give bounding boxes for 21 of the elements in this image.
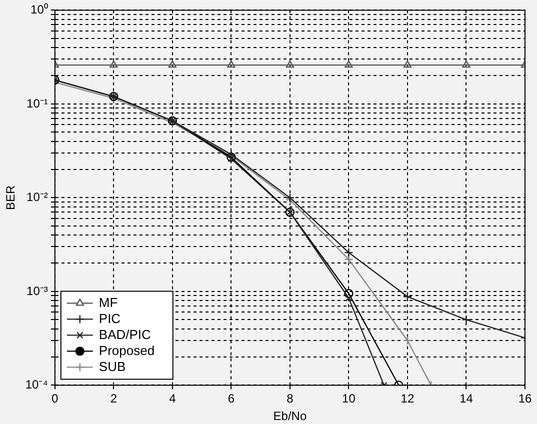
legend-label: PIC xyxy=(98,310,121,326)
x-tick-label: 6 xyxy=(228,392,235,406)
y-tick-label: 10⁻⁴ xyxy=(25,378,48,392)
x-tick-label: 10 xyxy=(342,392,356,406)
legend-label: BAD/PIC xyxy=(98,326,151,342)
x-tick-label: 8 xyxy=(286,392,294,406)
x-tick-label: 0 xyxy=(52,392,59,406)
y-tick-label: 10⁰ xyxy=(30,2,48,17)
y-axis-title: BER xyxy=(4,185,18,210)
x-tick-label: 2 xyxy=(110,392,118,406)
legend-label: Proposed xyxy=(98,342,155,358)
x-tick-label: 12 xyxy=(400,392,414,406)
y-tick-label: 10⁻¹ xyxy=(26,96,48,110)
y-tick-label: 10⁻² xyxy=(26,190,48,204)
legend-label: MF xyxy=(98,294,118,310)
x-tick-label: 14 xyxy=(460,392,474,406)
x-tick-label: 4 xyxy=(169,392,176,406)
x-axis-title: Eb/No xyxy=(273,409,307,424)
x-tick-label: 16 xyxy=(518,392,532,406)
y-tick-label: 10⁻³ xyxy=(26,284,48,298)
legend-label: SUB xyxy=(98,358,126,374)
